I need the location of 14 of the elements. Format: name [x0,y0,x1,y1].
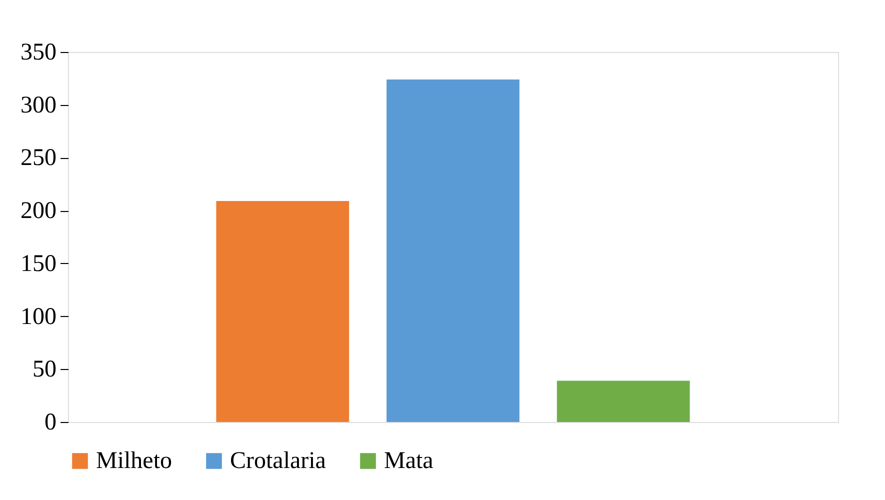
y-tick-label: 300 [20,92,56,118]
bar [386,79,520,422]
y-tick-label: 50 [32,356,56,383]
y-tick-label: 200 [20,198,56,224]
legend-label: Milheto [96,448,172,474]
y-tick-label: 250 [20,145,56,172]
legend-label: Crotalaria [230,448,326,474]
bar [216,201,350,422]
bar [556,380,690,422]
y-tick-label: 100 [20,304,56,330]
legend-label: Mata [384,448,434,474]
y-tick-label: 350 [20,40,56,66]
y-tick-label: 150 [20,250,56,277]
y-tick-label: 0 [44,410,56,436]
